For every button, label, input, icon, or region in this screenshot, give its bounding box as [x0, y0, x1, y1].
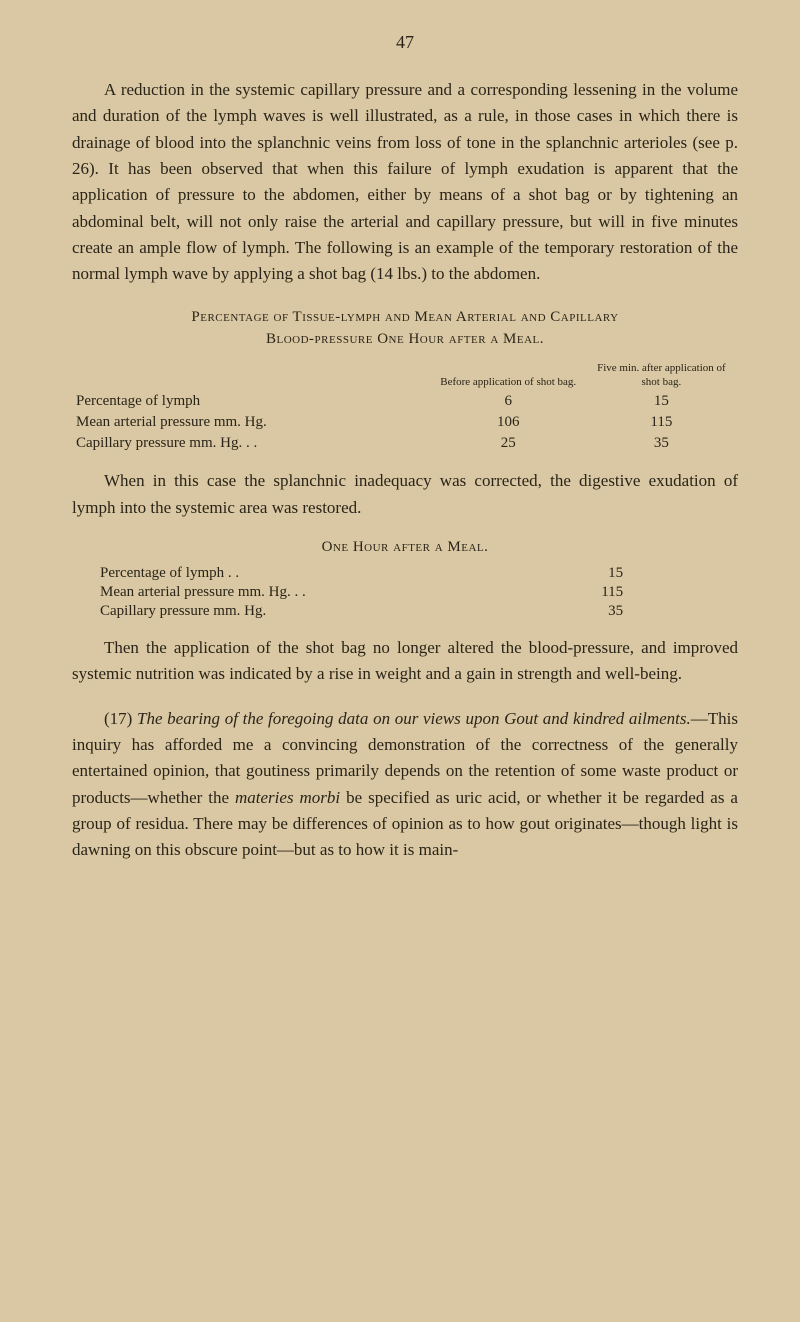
paragraph-4: (17) The bearing of the foregoing data o…	[72, 706, 738, 864]
table1-header-row: Before application of shot bag. Five min…	[72, 359, 738, 392]
table1-title-line2: Blood-pressure One Hour after a Meal.	[266, 331, 544, 347]
table2-r0-label: Percentage of lymph . .	[100, 565, 563, 582]
table1-r2-b: 35	[585, 433, 738, 454]
table1-title-line1: Percentage of Tissue-lymph and Mean Arte…	[191, 309, 618, 325]
table1-title: Percentage of Tissue-lymph and Mean Arte…	[72, 306, 738, 351]
table1-r1-a: 106	[432, 412, 585, 433]
table1-r0-label: Percentage of lymph	[72, 391, 432, 412]
paragraph-3: Then the application of the shot bag no …	[72, 635, 738, 688]
table1-r2-label: Capillary pressure mm. Hg. . .	[72, 433, 432, 454]
table1-col-a-header: Before application of shot bag.	[432, 359, 585, 392]
table2-r1-label: Mean arterial pressure mm. Hg. . .	[100, 584, 563, 601]
table1-col-b-header: Five min. after application of shot bag.	[585, 359, 738, 392]
table2-title: One Hour after a Meal.	[72, 539, 738, 556]
table1-r2-a: 25	[432, 433, 585, 454]
p4-lead: (17)	[104, 709, 137, 728]
table1-r1-label: Mean arterial pressure mm. Hg.	[72, 412, 432, 433]
table2-r0-v: 15	[563, 565, 623, 582]
table2: Percentage of lymph . . 15 Mean arterial…	[100, 564, 738, 621]
p4-italic: The bearing of the foregoing data on our…	[137, 709, 691, 728]
table-row: Percentage of lymph 6 15	[72, 391, 738, 412]
table1-r0-b: 15	[585, 391, 738, 412]
table1-r0-a: 6	[432, 391, 585, 412]
table2-r1-v: 115	[563, 584, 623, 601]
table1-r1-b: 115	[585, 412, 738, 433]
latin-term: materies morbi	[235, 788, 340, 807]
table-row: Percentage of lymph . . 15	[100, 564, 623, 583]
table1: Before application of shot bag. Five min…	[72, 359, 738, 455]
table-row: Mean arterial pressure mm. Hg. 106 115	[72, 412, 738, 433]
page-container: 47 A reduction in the systemic capillary…	[0, 0, 800, 1322]
table2-r2-v: 35	[563, 603, 623, 620]
table2-r2-label: Capillary pressure mm. Hg.	[100, 603, 563, 620]
p4-rest: —This inquiry has afforded me a convinci…	[72, 709, 738, 860]
table-row: Mean arterial pressure mm. Hg. . . 115	[100, 583, 623, 602]
table-row: Capillary pressure mm. Hg. 35	[100, 602, 623, 621]
paragraph-2: When in this case the splanchnic inadequ…	[72, 468, 738, 521]
page-number: 47	[72, 32, 738, 53]
paragraph-1: A reduction in the systemic capillary pr…	[72, 77, 738, 288]
table-row: Capillary pressure mm. Hg. . . 25 35	[72, 433, 738, 454]
